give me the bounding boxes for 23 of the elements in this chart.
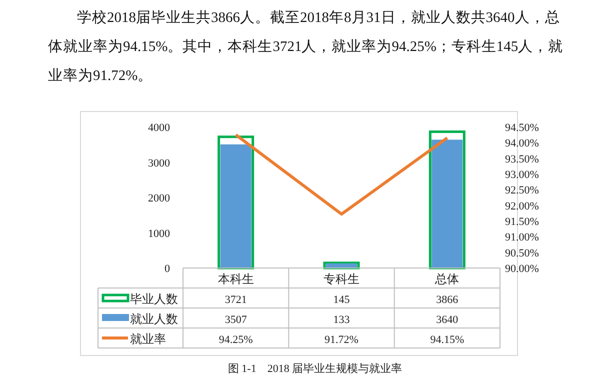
x-tick-label: 总体 <box>434 272 460 286</box>
x-tick-label: 本科生 <box>218 272 254 286</box>
legend-label: 毕业人数 <box>130 292 178 306</box>
x-tick-label: 专科生 <box>324 272 360 286</box>
y-tick-label: 2000 <box>148 192 170 204</box>
y2-tick-label: 92.50% <box>505 184 539 197</box>
y2-tick-label: 93.50% <box>505 153 539 166</box>
y-tick-label: 3000 <box>148 157 170 170</box>
annotation: 图 1-1 2018 届毕业生规模与就业率 <box>228 363 402 375</box>
legend-label: 就业人数 <box>130 312 178 326</box>
y2-tick-label: 91.00% <box>505 232 539 244</box>
y2-tick-label: 93.00% <box>505 169 539 181</box>
legend-label: 就业率 <box>130 332 166 346</box>
annotation: 学校2018届毕业生共3866人。截至2018年8月31日，就业人数共3640人，总体就业率为94.15%。其中，本科生3721人，就业率为94.25%；专科生145人，就业率为91.72%。 <box>48 9 564 86</box>
y-tick-label: 4000 <box>148 122 170 134</box>
y2-tick-label: 94.50% <box>505 122 539 134</box>
y-tick-label: 1000 <box>148 228 170 240</box>
y2-tick-label: 94.00% <box>505 138 539 150</box>
y2-tick-label: 91.50% <box>505 216 539 228</box>
y2-tick-label: 90.00% <box>505 263 539 275</box>
y2-tick-label: 92.00% <box>505 200 539 212</box>
y-tick-label: 0 <box>164 263 170 275</box>
y2-tick-label: 90.50% <box>505 247 539 260</box>
